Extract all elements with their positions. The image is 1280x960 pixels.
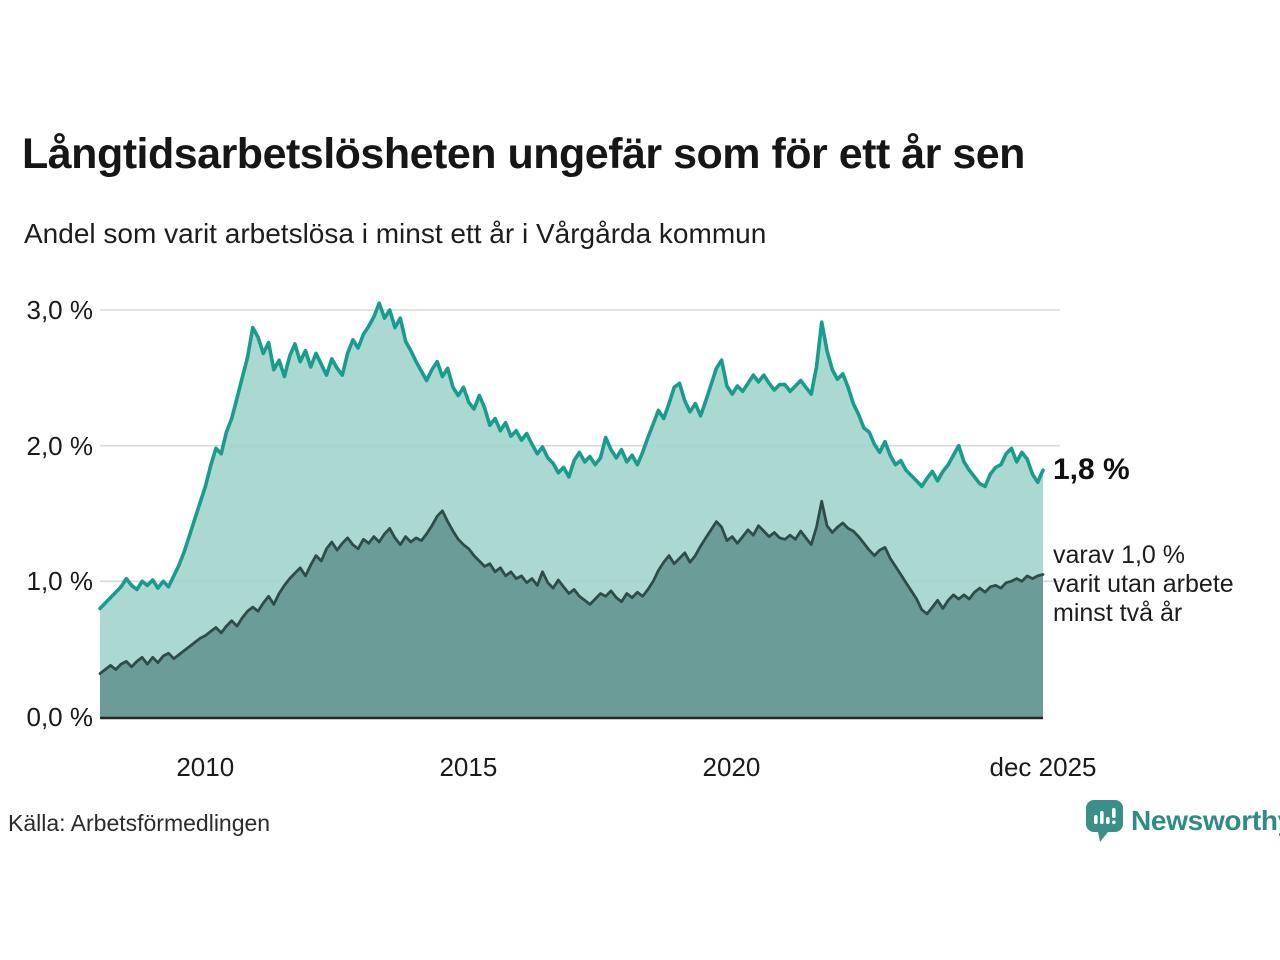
latest-value-label: 1,8 % bbox=[1053, 453, 1130, 486]
x-tick-label-2015: 2015 bbox=[439, 752, 498, 782]
y-tick-label-0: 0,0 % bbox=[26, 702, 94, 732]
two-year-annotation-line3: minst två år bbox=[1053, 599, 1183, 627]
line-minst-tva-ar bbox=[98, 499, 1045, 675]
x-tick-label-dec-2025: dec 2025 bbox=[989, 752, 1097, 782]
x-tick-label-2020: 2020 bbox=[702, 752, 761, 782]
newsworthy-logo: Newsworthy bbox=[1086, 800, 1280, 842]
page-title: Långtidsarbetslösheten ungefär som för e… bbox=[22, 130, 1025, 178]
two-year-annotation: varav 1,0 % varit utan arbete minst två … bbox=[1053, 541, 1234, 628]
x-tick-label-2010: 2010 bbox=[176, 752, 235, 782]
area-minst-tva-ar bbox=[100, 501, 1043, 717]
y-tick-label-1: 1,0 % bbox=[26, 566, 94, 597]
page-subtitle: Andel som varit arbetslösa i minst ett å… bbox=[24, 218, 767, 249]
source-note: Källa: Arbetsförmedlingen bbox=[8, 810, 271, 836]
y-tick-label-3: 3,0 % bbox=[26, 295, 94, 325]
two-year-annotation-line2: varit utan arbete bbox=[1053, 570, 1234, 598]
y-tick-label-2: 2,0 % bbox=[26, 430, 94, 461]
line-minst-ett-ar bbox=[98, 301, 1045, 611]
newsworthy-wordmark: Newsworthy bbox=[1131, 805, 1280, 836]
two-year-annotation-line1: varav 1,0 % bbox=[1053, 541, 1186, 569]
newsworthy-bar-chart-icon bbox=[1086, 800, 1123, 842]
